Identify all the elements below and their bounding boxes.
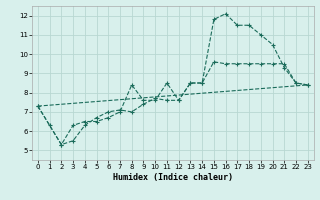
X-axis label: Humidex (Indice chaleur): Humidex (Indice chaleur) [113, 173, 233, 182]
